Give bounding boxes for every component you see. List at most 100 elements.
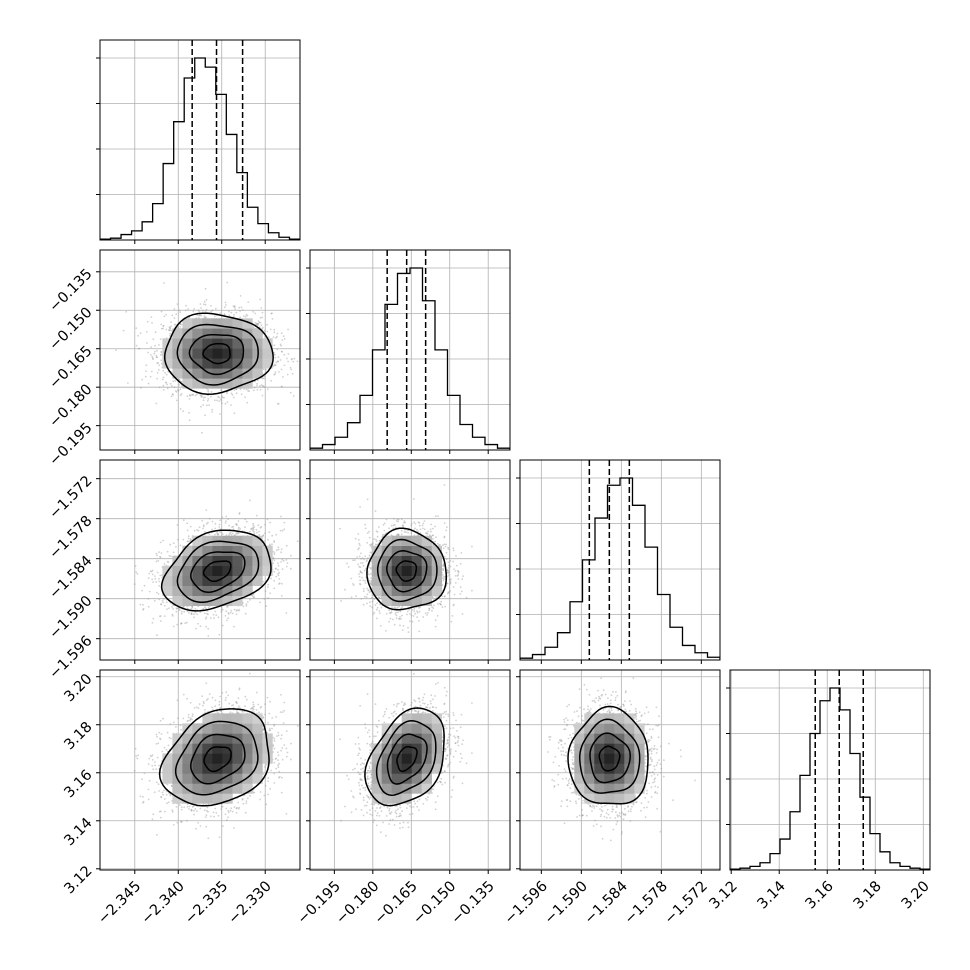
scatter-point [389, 617, 392, 620]
x-tick-label: 3.14 [755, 878, 789, 912]
scatter-point [657, 786, 659, 789]
scatter-point [592, 804, 594, 807]
scatter-point [391, 606, 393, 608]
density-cell [192, 585, 203, 596]
scatter-point [352, 796, 355, 799]
scatter-point [175, 607, 178, 610]
scatter-point [355, 595, 357, 598]
scatter-point [445, 748, 447, 751]
scatter-point [280, 737, 282, 740]
density-cell [232, 595, 243, 606]
scatter-point [364, 527, 367, 530]
scatter-point [566, 784, 569, 787]
scatter-point [383, 529, 386, 532]
scatter-point [557, 747, 560, 750]
scatter-point [560, 805, 562, 808]
density-cell [192, 763, 203, 774]
scatter-point [401, 629, 404, 631]
scatter-point [460, 590, 463, 593]
panel-content [100, 460, 300, 660]
scatter-point [621, 811, 623, 814]
scatter-point [566, 724, 568, 727]
scatter-point [151, 765, 154, 767]
scatter-point [206, 612, 208, 615]
scatter-point [454, 570, 457, 572]
scatter-point [375, 608, 378, 611]
scatter-point [159, 615, 162, 617]
scatter-point [158, 731, 161, 734]
scatter-point [418, 607, 421, 609]
density-cell [371, 565, 382, 576]
scatter-point [259, 326, 261, 328]
scatter-point [347, 778, 350, 780]
scatter-point [445, 719, 448, 722]
scatter-point [227, 816, 230, 819]
density-cell [202, 575, 213, 586]
scatter-point [158, 764, 160, 767]
scatter-point [409, 805, 411, 807]
scatter-point [199, 807, 202, 810]
density-cell [614, 733, 625, 744]
scatter-point [141, 378, 144, 381]
density-cell [391, 733, 402, 744]
density-cell [242, 713, 253, 724]
scatter-point [400, 814, 402, 817]
scatter-point [287, 360, 289, 363]
scatter-point [653, 773, 656, 776]
scatter-point [363, 763, 365, 765]
scatter-point [598, 695, 600, 698]
scatter-point [358, 565, 361, 568]
scatter-point [395, 611, 397, 614]
scatter-point [614, 817, 617, 819]
scatter-point [171, 606, 173, 608]
density-cell [182, 783, 193, 794]
scatter-point [376, 535, 379, 538]
density-cell [172, 338, 183, 349]
scatter-point [339, 738, 341, 741]
scatter-point [214, 705, 217, 708]
scatter-point [445, 742, 448, 745]
scatter-point [177, 538, 179, 541]
scatter-point [186, 819, 188, 822]
scatter-point [280, 548, 283, 551]
density-cell [182, 348, 193, 359]
scatter-point [273, 344, 276, 347]
scatter-point [171, 329, 173, 332]
scatter-point [143, 772, 146, 775]
scatter-point [454, 574, 457, 577]
scatter-point [180, 323, 183, 326]
density-cell [202, 723, 213, 734]
scatter-point [227, 694, 230, 697]
scatter-point [274, 353, 276, 356]
scatter-point [413, 608, 416, 610]
scatter-point [137, 754, 140, 757]
scatter-point [442, 712, 444, 715]
scatter-point [369, 543, 371, 546]
scatter-point [281, 529, 284, 532]
scatter-point [445, 758, 447, 760]
density-cell [371, 555, 382, 566]
scatter-point [578, 798, 580, 800]
scatter-point [654, 777, 657, 780]
y-tick-label: 3.16 [62, 767, 96, 801]
scatter-point [313, 728, 315, 730]
scatter-point [647, 738, 650, 741]
scatter-point [259, 601, 261, 604]
scatter-point [368, 765, 371, 768]
scatter-point [183, 605, 185, 608]
scatter-point [277, 731, 280, 734]
scatter-point [172, 824, 175, 826]
density-cell [212, 368, 223, 379]
scatter-point [375, 725, 378, 728]
density-cell [634, 763, 645, 774]
scatter-point [271, 717, 274, 719]
scatter-point [157, 369, 160, 371]
scatter-point [409, 813, 411, 816]
scatter-point [239, 310, 241, 312]
scatter-point [447, 739, 450, 741]
scatter-point [647, 723, 649, 725]
scatter-point [437, 544, 440, 546]
scatter-point [376, 726, 379, 728]
scatter-point [252, 524, 255, 527]
scatter-point [409, 620, 411, 623]
